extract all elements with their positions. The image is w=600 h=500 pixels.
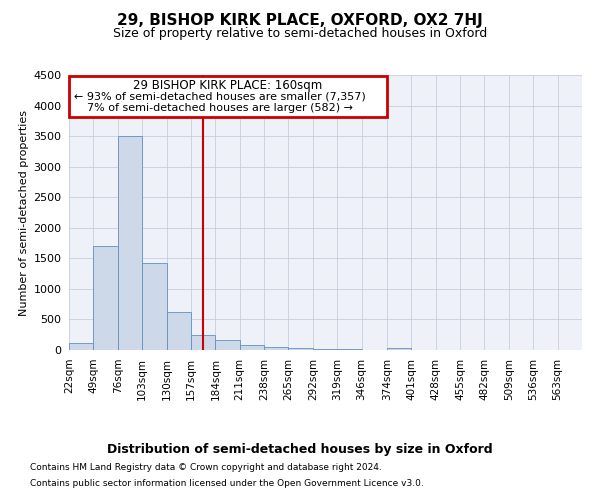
Text: 7% of semi-detached houses are larger (582) →: 7% of semi-detached houses are larger (5… [87,102,353,113]
Bar [239,344,264,350]
Bar [215,340,239,350]
Text: Distribution of semi-detached houses by size in Oxford: Distribution of semi-detached houses by … [107,444,493,456]
Bar [94,246,118,350]
Text: Contains public sector information licensed under the Open Government Licence v3: Contains public sector information licen… [30,478,424,488]
Text: 29, BISHOP KIRK PLACE, OXFORD, OX2 7HJ: 29, BISHOP KIRK PLACE, OXFORD, OX2 7HJ [117,12,483,28]
Bar [313,349,337,350]
Bar [387,348,412,350]
Y-axis label: Number of semi-detached properties: Number of semi-detached properties [19,110,29,316]
FancyBboxPatch shape [69,76,387,116]
Bar [191,334,215,350]
Bar [167,312,191,350]
Text: Contains HM Land Registry data © Crown copyright and database right 2024.: Contains HM Land Registry data © Crown c… [30,464,382,472]
Bar [142,262,167,350]
Bar [118,136,142,350]
Text: Size of property relative to semi-detached houses in Oxford: Size of property relative to semi-detach… [113,28,487,40]
Text: ← 93% of semi-detached houses are smaller (7,357): ← 93% of semi-detached houses are smalle… [74,92,365,102]
Bar [264,347,289,350]
Text: 29 BISHOP KIRK PLACE: 160sqm: 29 BISHOP KIRK PLACE: 160sqm [133,78,323,92]
Bar [289,348,313,350]
Bar [69,342,94,350]
